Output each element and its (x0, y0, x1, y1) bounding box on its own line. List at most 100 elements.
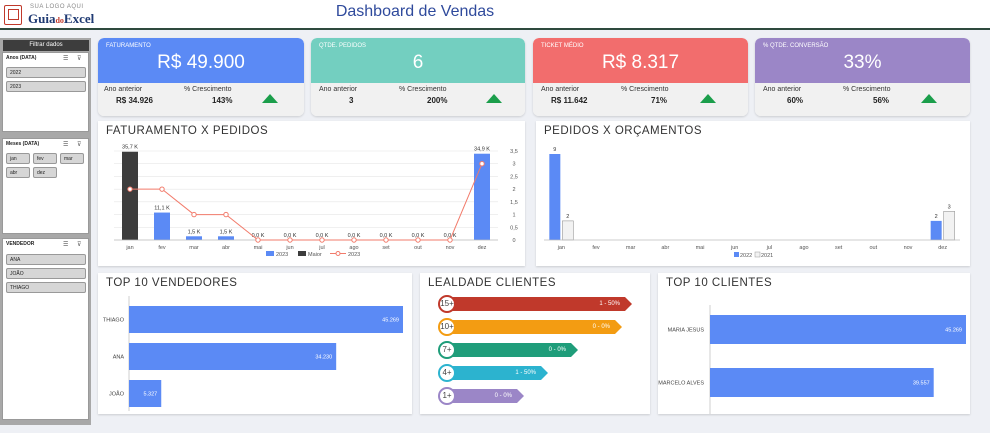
kpi-growth-value: 143% (212, 96, 233, 105)
data-label: 5.327 (143, 392, 157, 398)
logo-text: GuiadoExcel (28, 11, 95, 26)
kpi-header (311, 38, 525, 83)
data-label: 11,1 K (154, 206, 170, 212)
legend-marker (335, 251, 341, 256)
x-tick-label: jun (285, 245, 293, 251)
slicer-anos-title: Anos (DATA) (6, 55, 37, 61)
slicer-anos: Anos (DATA) ☰ ⊽ 2022 2023 (2, 52, 89, 132)
slicer-item-mar[interactable]: mar (60, 153, 84, 164)
line-point (479, 161, 485, 167)
kpi-growth-value: 200% (427, 96, 448, 105)
data-label: 2 (566, 214, 569, 220)
slicer-item-2022[interactable]: 2022 (6, 67, 86, 78)
x-tick-label: ago (799, 245, 808, 251)
slicer-item-jan[interactable]: jan (6, 153, 30, 164)
slicer-item-dez[interactable]: dez (33, 167, 57, 178)
x-tick-label: abr (222, 245, 230, 251)
kpi-prev-value: 60% (787, 96, 804, 105)
line-point (351, 237, 357, 243)
line-point (191, 211, 197, 218)
loyalty-tag: 10+ (438, 318, 456, 336)
data-label: 9 (553, 147, 556, 153)
loyalty-value: 0 - 0% (494, 393, 512, 399)
trend-up-icon (700, 94, 716, 103)
slicer-item-ana[interactable]: ANA (6, 254, 86, 265)
kpi-header (755, 38, 970, 83)
data-label: 0,0 K (316, 233, 329, 239)
multiselect-icon[interactable]: ☰ (63, 56, 69, 62)
line-point (255, 237, 261, 243)
line-point (287, 237, 293, 243)
clear-filter-icon[interactable]: ⊽ (77, 142, 82, 148)
y-tick-label: ANA (113, 355, 125, 361)
panel-top-vendedores: TOP 10 VENDEDORES 45.269 THIAGO 34.230 ANA 5… (98, 273, 412, 414)
x-tick-label: dez (938, 245, 947, 251)
kpi-prev-value: R$ 11.642 (551, 96, 588, 105)
bar (154, 212, 170, 240)
slicer-item-2023[interactable]: 2023 (6, 81, 86, 92)
loyalty-value: 0 - 0% (592, 324, 610, 330)
clear-filter-icon[interactable]: ⊽ (77, 242, 82, 248)
panel-title: LEALDADE CLIENTES (428, 277, 557, 289)
panel-lealdade: LEALDADE CLIENTES 1 - 50% 15+ 0 - 0% 10+ 0 -… (420, 273, 650, 414)
slicer-meses: Meses (DATA) ☰ ⊽ jan fev mar abr dez (2, 138, 89, 234)
kpi-value: 33% (843, 52, 882, 73)
slicer-vendedor: VENDEDOR ☰ ⊽ ANA JOÃO THIAGO (2, 238, 89, 420)
loyalty-tag: 1+ (438, 387, 456, 405)
kpi-value: 6 (412, 52, 424, 73)
bar (129, 380, 162, 407)
data-label: 0,0 K (284, 233, 297, 239)
kpi-header (533, 38, 748, 83)
kpi-growth-label: % Crescimento (399, 86, 447, 93)
multiselect-icon[interactable]: ☰ (63, 142, 69, 148)
x-tick-label: fev (592, 245, 600, 251)
loyalty-bar: 0 - 0% (444, 343, 578, 357)
kpi-growth-value: 71% (651, 96, 668, 105)
bar (129, 343, 337, 370)
panel-top-clientes: TOP 10 CLIENTES 45.269 MARIA JESUS 39.557 M… (658, 273, 970, 414)
bar (710, 368, 934, 397)
bar (562, 220, 574, 241)
slicer-item-joao[interactable]: JOÃO (6, 268, 86, 279)
loyalty-bar: 1 - 50% (444, 297, 632, 311)
kpi-label: % QTDE. CONVERSÃO (763, 43, 829, 49)
kpi-prev-value: 3 (349, 96, 354, 105)
trend-up-icon (262, 94, 278, 103)
x-tick-label: fev (158, 245, 166, 251)
legend-swatch (734, 252, 739, 257)
clear-filter-icon[interactable]: ⊽ (77, 56, 82, 62)
loyalty-tag: 4+ (438, 364, 456, 382)
kpi-faturamento: FATURAMENTO R$ 49.900 Ano anterior R$ 34… (98, 38, 304, 116)
data-label: 45.269 (945, 328, 962, 334)
series-line (130, 163, 483, 241)
y2-tick-label: 3 (512, 162, 515, 168)
chart-top-clientes: 45.269 MARIA JESUS 39.557 MARCELO ALVES (658, 305, 966, 414)
line-point (127, 186, 133, 192)
loyalty-bar: 0 - 0% (444, 389, 524, 403)
bar (549, 154, 561, 240)
kpi-growth-label: % Crescimento (843, 86, 891, 93)
slicer-item-fev[interactable]: fev (33, 153, 57, 164)
data-label: 45.269 (382, 318, 399, 324)
y2-tick-label: 1 (512, 213, 515, 219)
slicer-item-abr[interactable]: abr (6, 167, 30, 178)
data-label: 3 (948, 204, 951, 210)
loyalty-value: 1 - 50% (515, 370, 536, 376)
x-tick-label: nov (904, 245, 913, 251)
slicer-item-thiago[interactable]: THIAGO (6, 282, 86, 293)
data-label: 0,0 K (252, 233, 265, 239)
x-tick-label: jan (125, 245, 133, 251)
kpi-header (98, 38, 304, 83)
filter-sidebar: Filtrar dados Anos (DATA) ☰ ⊽ 2022 2023 … (0, 38, 91, 425)
x-tick-label: jan (557, 245, 565, 251)
loyalty-value: 0 - 0% (548, 347, 566, 353)
legend-swatch (298, 251, 306, 256)
panel-title: FATURAMENTO X PEDIDOS (106, 125, 269, 137)
slicer-vendedor-title: VENDEDOR (6, 241, 35, 247)
x-tick-label: ago (349, 245, 358, 251)
multiselect-icon[interactable]: ☰ (63, 242, 69, 248)
legend-label: 2023 (276, 252, 288, 258)
slicer-meses-title: Meses (DATA) (6, 141, 40, 147)
bar (122, 151, 138, 240)
